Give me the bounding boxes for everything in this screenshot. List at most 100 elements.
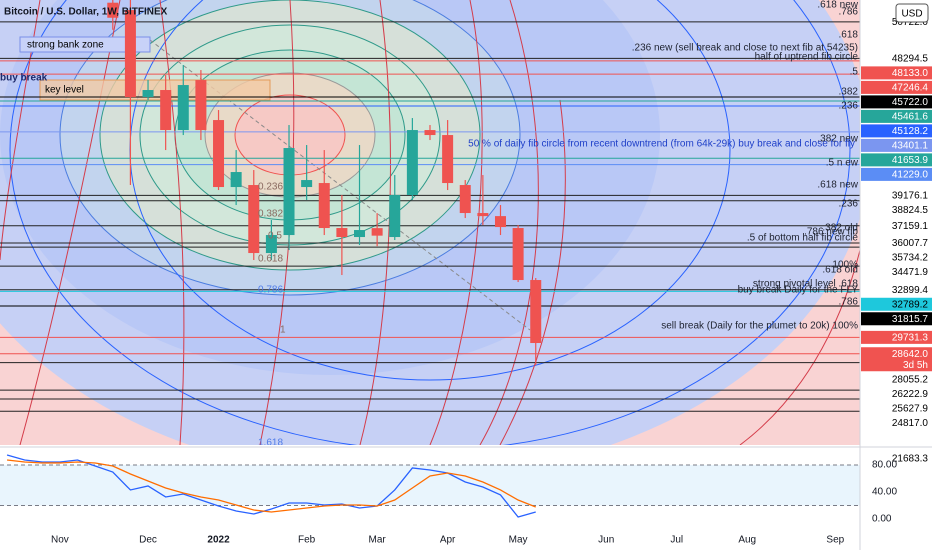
price-badge-label: 48133.0 [892, 68, 929, 79]
price-badge [861, 167, 932, 181]
annotation: strong pivotal level .618 [753, 279, 859, 290]
annotation: buy break Daily for the FLY [738, 285, 859, 296]
price-badge-label: 39176.1 [892, 191, 929, 202]
candle-body [494, 216, 506, 228]
candle-body [248, 185, 260, 254]
candle-body [389, 195, 401, 238]
candle-body [265, 235, 277, 254]
candle-body [459, 185, 471, 214]
x-tick-label: Jul [670, 535, 683, 546]
fib-label: 1 [280, 325, 286, 336]
candle-body [177, 85, 189, 131]
annotation: .618 new [817, 180, 858, 191]
annotation: .5 [850, 67, 859, 78]
candle-body [424, 130, 436, 136]
x-tick-label: 2022 [207, 535, 230, 546]
main-pane: .618 new .786 .618 .236 new (sell break and… [0, 0, 860, 449]
price-badge [861, 95, 932, 109]
annotation: .786 [839, 297, 859, 308]
price-badge-label: 32789.2 [892, 299, 929, 310]
oscillator-tick-label: 0.00 [872, 514, 892, 525]
candle-body [283, 148, 295, 236]
price-badge [861, 138, 932, 152]
price-badge [861, 51, 932, 65]
annotation: .618 [839, 30, 859, 41]
price-badge-label: 36007.7 [892, 238, 929, 249]
price-badge [861, 109, 932, 123]
candle-body [442, 135, 454, 184]
candle-body [406, 130, 418, 196]
candle-body [371, 228, 383, 236]
annotation: .382 old [822, 223, 858, 234]
annotation: 50 % of daily fib circle from recent dow… [468, 139, 855, 150]
price-badge-label: 26222.9 [892, 389, 929, 400]
price-badge [861, 387, 932, 401]
candle-body [124, 10, 136, 98]
annotation: .382 new [817, 134, 858, 145]
price-badge [861, 251, 932, 265]
x-tick-label: Apr [440, 535, 456, 546]
candle-body [107, 2, 119, 18]
fib-label: 0.382 [258, 209, 283, 220]
price-badge-label: 24817.0 [892, 418, 929, 429]
annotation: .618 old [822, 265, 858, 276]
annotation: .786 new fib [804, 227, 858, 238]
candle-body [477, 213, 489, 217]
price-badge [861, 188, 932, 202]
price-badge [861, 347, 932, 372]
price-badge-label: 43401.1 [892, 141, 929, 152]
oscillator-tick-label: 80.00 [872, 460, 897, 471]
oscillator-line [6, 459, 536, 513]
x-tick-label: Nov [51, 535, 69, 546]
price-badge [861, 283, 932, 297]
candle-body [160, 90, 172, 131]
price-badge [861, 330, 932, 344]
annotation: .5 of bottom half fib circle [747, 233, 859, 244]
price-badge [861, 265, 932, 279]
annotation: .382 [839, 87, 859, 98]
annotation: .236 [839, 199, 859, 210]
price-badge-label: 28642.0 [892, 349, 929, 360]
annotation: strong bank zone [27, 40, 104, 51]
annotation: .618 new [817, 0, 858, 11]
price-badge [861, 297, 932, 311]
annotation: .236 new (sell break and close to next f… [632, 43, 858, 54]
price-badge-label: 45461.6 [892, 112, 929, 123]
axes: 50722.0 48294.5 48133.0 47246.4 45722.0 45461… [51, 15, 932, 546]
candle-body [512, 228, 524, 281]
x-tick-label: Mar [369, 535, 387, 546]
price-badge [861, 219, 932, 233]
price-badge-label: 48294.5 [892, 54, 929, 65]
annotation: sell break (Daily for the plumet to 20k)… [661, 321, 858, 332]
candle-body [195, 80, 207, 131]
price-badge-label: 50722.0 [892, 17, 929, 28]
annotation: 100% [832, 260, 858, 271]
price-badge [861, 203, 932, 217]
chart-title: Bitcoin / U.S. Dollar, 1W, BITFINEX [4, 7, 168, 18]
annotation: .5 n ew [826, 158, 859, 169]
price-badge-label: 47246.4 [892, 83, 929, 94]
price-badge-label: 37159.1 [892, 221, 929, 232]
price-badge-label: 35734.2 [892, 253, 929, 264]
price-badge-label: 29731.3 [892, 333, 929, 344]
price-badge-label: 31815.7 [892, 314, 929, 325]
countdown-label: 3d 5h [903, 360, 928, 371]
candle-body [318, 183, 330, 229]
price-badge [861, 80, 932, 94]
candle-body [354, 230, 366, 238]
candle-body [142, 90, 154, 98]
fib-label: 0.236 [258, 182, 283, 193]
price-badge [861, 153, 932, 167]
price-badge [861, 451, 932, 465]
price-badge-label: 38824.5 [892, 205, 929, 216]
annotation: key level [45, 85, 84, 96]
price-badge-label: 34471.9 [892, 267, 929, 278]
fib-label: 0.786 [258, 285, 283, 296]
currency-label[interactable]: USD [901, 9, 922, 20]
x-tick-label: Sep [826, 535, 844, 546]
annotation: half of uptrend fib circle [755, 52, 859, 63]
price-badge-label: 45128.2 [892, 126, 929, 137]
x-tick-label: May [509, 535, 528, 546]
fib-label: 1.618 [258, 438, 283, 449]
currency-badge[interactable] [895, 3, 929, 23]
